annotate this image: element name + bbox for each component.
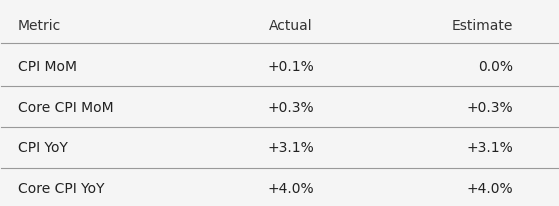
Text: 0.0%: 0.0% — [478, 60, 513, 73]
Text: +3.1%: +3.1% — [267, 141, 314, 155]
Text: Estimate: Estimate — [452, 19, 513, 33]
Text: CPI MoM: CPI MoM — [18, 60, 77, 73]
Text: +0.3%: +0.3% — [467, 100, 513, 114]
Text: Core CPI YoY: Core CPI YoY — [18, 181, 105, 195]
Text: +4.0%: +4.0% — [267, 181, 314, 195]
Text: +4.0%: +4.0% — [467, 181, 513, 195]
Text: +0.3%: +0.3% — [267, 100, 314, 114]
Text: Actual: Actual — [269, 19, 312, 33]
Text: +3.1%: +3.1% — [466, 141, 513, 155]
Text: Core CPI MoM: Core CPI MoM — [18, 100, 113, 114]
Text: CPI YoY: CPI YoY — [18, 141, 68, 155]
Text: Metric: Metric — [18, 19, 61, 33]
Text: +0.1%: +0.1% — [267, 60, 314, 73]
